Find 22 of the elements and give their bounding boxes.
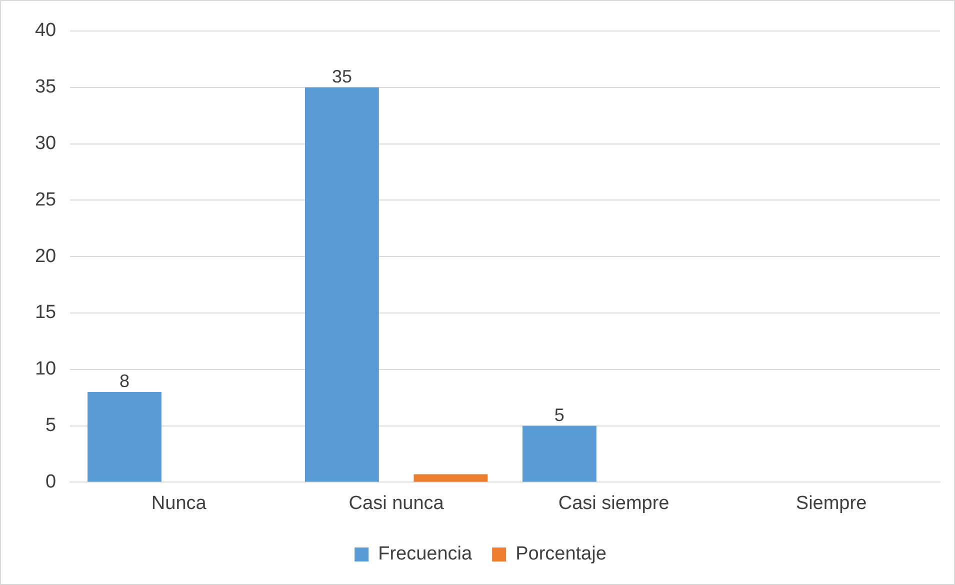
legend-label: Porcentaje	[516, 544, 606, 565]
y-tick-label: 25	[34, 189, 56, 210]
bar	[305, 87, 379, 482]
x-tick-label: Nunca	[151, 492, 207, 514]
x-tick-label: Casi nunca	[348, 492, 444, 514]
legend-label: Frecuencia	[378, 544, 473, 565]
y-tick-label: 10	[34, 358, 56, 380]
y-tick-label: 40	[34, 20, 56, 42]
data-label: 35	[332, 66, 352, 86]
y-tick-label: 0	[46, 471, 56, 492]
data-label: 8	[119, 370, 130, 391]
y-tick-label: 20	[34, 246, 56, 267]
x-tick-label: Casi siempre	[558, 492, 670, 514]
y-tick-label: 35	[34, 76, 56, 98]
x-tick-label: Siempre	[796, 492, 867, 514]
bar	[414, 474, 488, 482]
y-tick-label: 5	[46, 415, 56, 436]
bar	[522, 426, 596, 482]
data-label: 5	[554, 404, 564, 425]
y-tick-label: 30	[34, 133, 56, 154]
bar	[88, 392, 162, 482]
y-tick-label: 15	[34, 302, 56, 324]
